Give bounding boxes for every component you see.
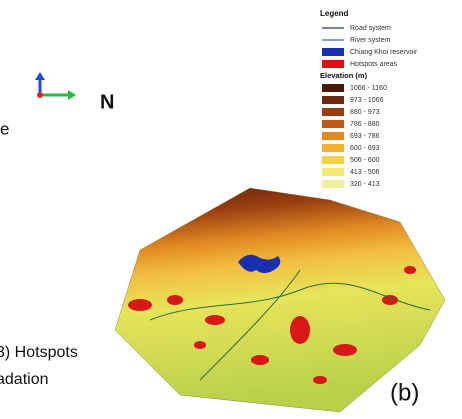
legend-label: River system bbox=[350, 37, 391, 44]
legend-swatch bbox=[322, 96, 344, 104]
legend-swatch bbox=[322, 180, 344, 188]
side-text: e bbox=[0, 119, 9, 138]
legend-label: Hotspots areas bbox=[350, 61, 398, 68]
legend-label: Chiang Khoi reservoir bbox=[350, 49, 418, 56]
legend-label: 1066 - 1160 bbox=[350, 85, 387, 92]
figure: N e 3) Hotspots adation (b) Legend Road … bbox=[0, 0, 462, 414]
legend-swatch bbox=[322, 132, 344, 140]
panel-label: (b) bbox=[390, 379, 419, 406]
legend-label: 973 - 1066 bbox=[350, 97, 384, 104]
legend-swatch bbox=[322, 144, 344, 152]
legend-swatch bbox=[322, 168, 344, 176]
legend-swatch bbox=[322, 108, 344, 116]
north-label: N bbox=[100, 91, 114, 113]
legend-label: 413 - 506 bbox=[350, 169, 380, 176]
legend-swatch bbox=[322, 84, 344, 92]
caption: 3) Hotspots bbox=[0, 344, 78, 361]
legend-label: 506 - 600 bbox=[350, 157, 380, 164]
legend-swatch bbox=[322, 156, 344, 164]
axes-icon bbox=[35, 72, 76, 100]
legend-label: Road system bbox=[350, 25, 391, 32]
legend-label: 600 - 693 bbox=[350, 145, 380, 152]
legend-label: 786 - 880 bbox=[350, 121, 380, 128]
legend: Legend Road system River system Chiang Kho… bbox=[320, 9, 418, 188]
legend-swatch bbox=[322, 48, 344, 56]
legend-label: 320 - 413 bbox=[350, 181, 380, 188]
legend-label: 880 - 973 bbox=[350, 109, 380, 116]
legend-swatch bbox=[322, 60, 344, 68]
elevation-title: Elevation (m) bbox=[320, 71, 368, 80]
caption: adation bbox=[0, 371, 49, 388]
legend-title: Legend bbox=[320, 9, 349, 18]
legend-swatch bbox=[322, 120, 344, 128]
legend-label: 693 - 786 bbox=[350, 133, 380, 140]
